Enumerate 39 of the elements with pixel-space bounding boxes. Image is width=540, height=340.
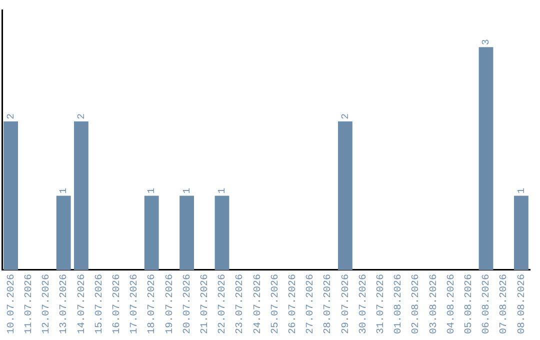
x-tick-label: 31.07.2026 [376,274,388,334]
x-tick-label: 30.07.2026 [358,274,370,334]
data-label: 1 [59,188,70,194]
x-tick-label: 08.08.2026 [516,274,528,334]
x-tick-label: 25.07.2026 [270,274,282,334]
data-label: 2 [6,113,18,120]
x-tick-label: 21.07.2026 [200,274,212,334]
x-tick-label: 16.07.2026 [112,274,124,334]
data-label: 1 [182,188,194,194]
x-tick-label: 13.07.2026 [59,274,70,334]
x-tick-label: 11.07.2026 [24,274,36,334]
x-tick-label: 23.07.2026 [235,274,246,334]
x-tick-label: 19.07.2026 [164,274,176,334]
x-tick-label: 18.07.2026 [147,274,158,334]
x-tick-label: 22.07.2026 [218,274,229,334]
data-label: 1 [516,188,528,194]
x-tick-label: 12.07.2026 [42,274,53,334]
x-tick-label: 07.08.2026 [499,274,510,334]
data-label: 3 [482,39,493,46]
x-tick-label: 04.08.2026 [446,274,458,334]
x-tick-label: 29.07.2026 [340,274,352,334]
x-tick-label: 28.07.2026 [323,274,334,334]
x-tick-label: 14.07.2026 [76,274,88,334]
x-tick-label: 26.07.2026 [288,274,300,334]
x-tick-label: 24.07.2026 [252,274,264,334]
data-label: 2 [340,113,352,120]
data-label: 1 [147,188,158,194]
x-tick-label: 17.07.2026 [130,274,141,334]
x-tick-label: 27.07.2026 [306,274,317,334]
x-tick-label: 06.08.2026 [482,274,493,334]
x-tick-label: 02.08.2026 [411,274,422,334]
data-label: 2 [76,113,88,120]
x-tick-label: 01.08.2026 [394,274,405,334]
x-tick-label: 20.07.2026 [182,274,194,334]
x-tick-label: 05.08.2026 [464,274,476,334]
x-tick-label: 10.07.2026 [6,274,18,334]
x-tick-label: 03.08.2026 [428,274,440,334]
data-label: 1 [218,188,229,194]
x-tick-label: 15.07.2026 [94,274,106,334]
